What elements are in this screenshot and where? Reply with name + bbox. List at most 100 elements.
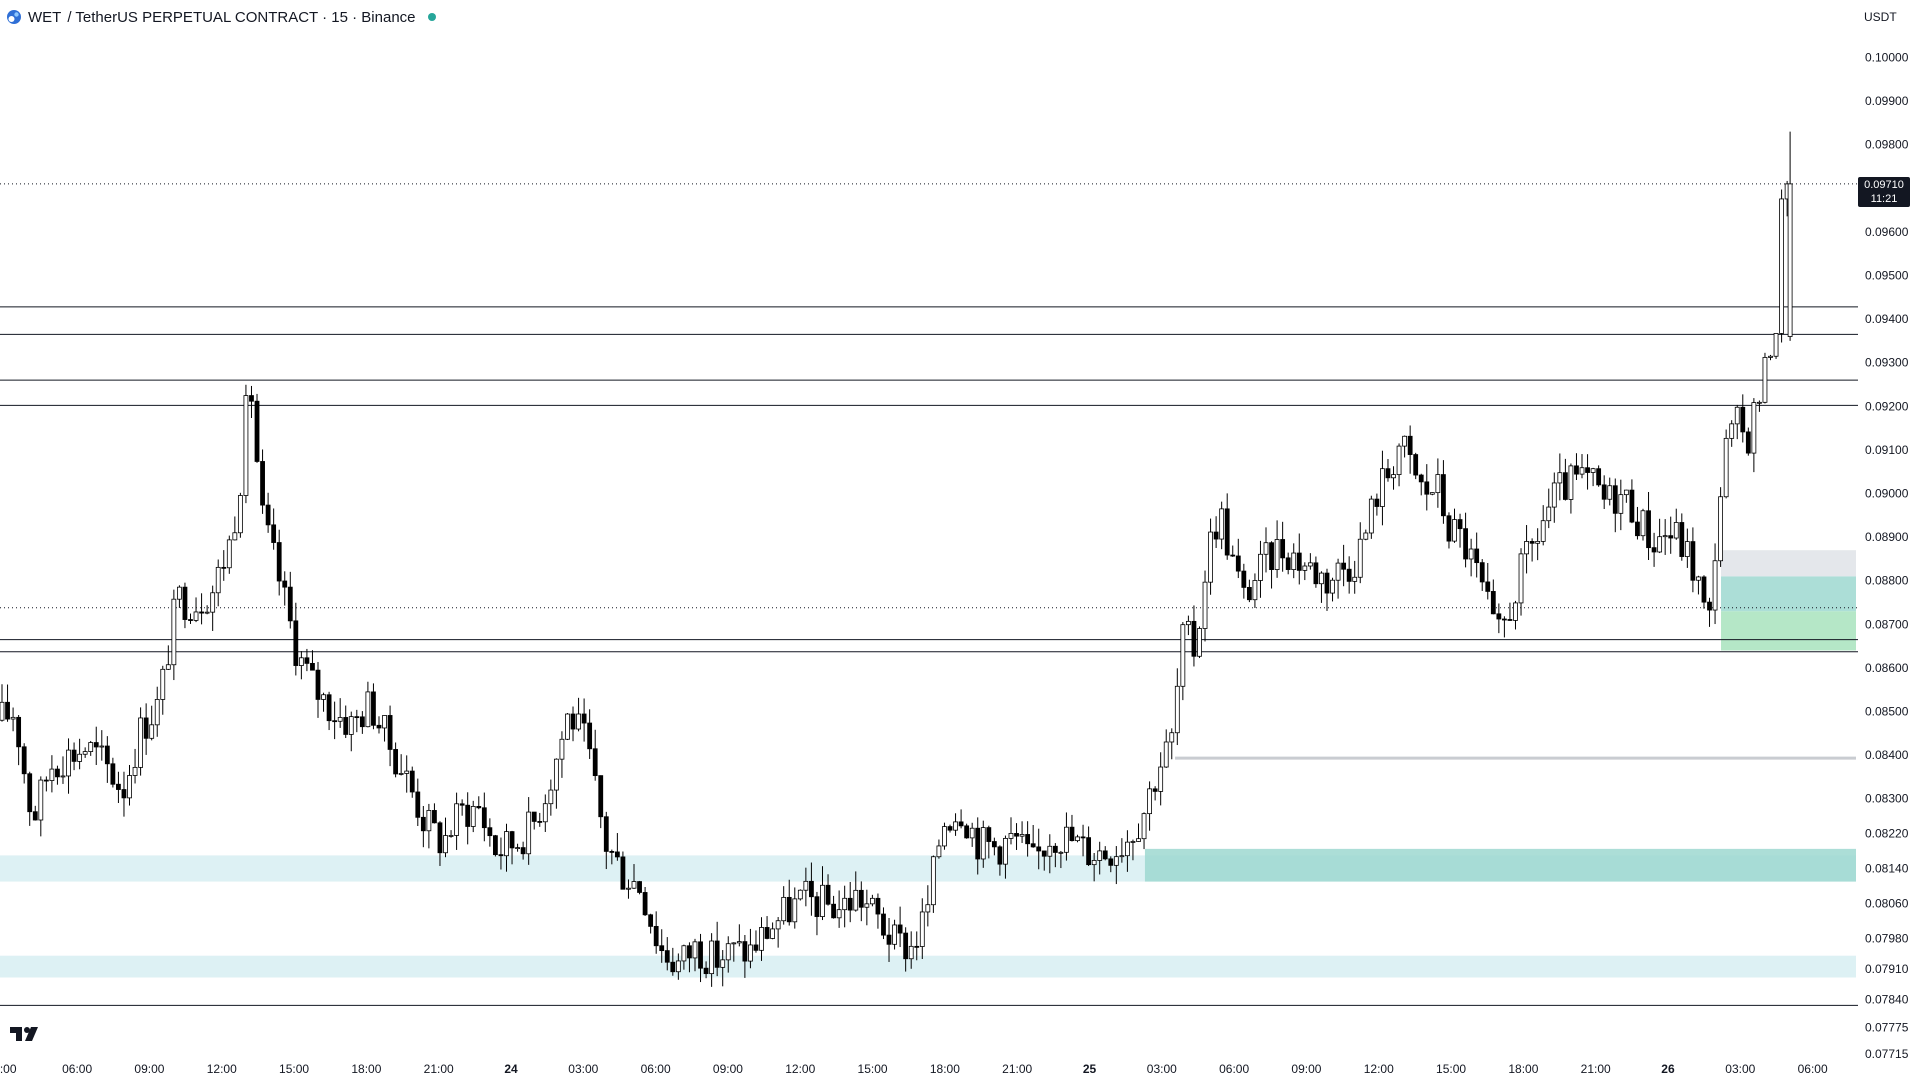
candle-body [736,941,742,944]
symbol-description: / TetherUS PERPETUAL CONTRACT · 15 · Bin… [67,8,416,26]
candle-body [1446,515,1452,542]
candle-body [1130,841,1136,843]
price-tick-label: 0.07775 [1865,1021,1909,1035]
zone-5 [1721,550,1856,577]
candle-body [897,924,903,934]
candle-body [409,770,415,793]
candle-body [526,811,532,855]
candle-body [243,395,249,496]
price-tick-label: 0.08600 [1865,661,1909,675]
candle-body [1330,579,1335,594]
candle-body [154,699,160,726]
candle-body [1435,474,1441,494]
price-tick-label: 0.08900 [1865,530,1909,544]
candle-body [1091,860,1097,866]
candle-body [276,542,282,582]
time-tick-label: 18:00 [1508,1062,1538,1076]
candle-body [326,694,332,722]
candle-body [975,827,981,860]
candle-body [592,748,598,777]
candles-layer [0,131,1793,987]
candle-body [66,749,71,777]
candle-body [443,835,448,854]
time-tick-label: 09:00 [713,1062,743,1076]
candle-body [930,856,936,906]
candle-body [1324,572,1330,594]
candle-body [1673,522,1679,539]
price-tick-label: 0.09400 [1865,312,1909,326]
time-tick-label: 21:00 [1002,1062,1032,1076]
candle-body [1787,183,1793,337]
candle-body [809,880,814,898]
candle-body [1341,562,1347,570]
time-tick-label: 03:00 [568,1062,598,1076]
candle-body [703,967,709,975]
candle-body [77,753,83,762]
candle-body [1064,826,1069,853]
candle-body [481,807,487,829]
symbol-name[interactable]: WET [28,8,62,26]
candle-body [1141,813,1147,840]
candle-body [1030,843,1036,848]
candle-body [1307,562,1313,567]
candle-body [177,586,182,600]
price-tick-label: 0.08500 [1865,705,1909,719]
candle-body [1773,333,1779,357]
candle-body [1690,541,1696,581]
candle-body [171,598,177,666]
candle-body [1008,833,1014,839]
candle-body [165,664,171,670]
candle-body [792,898,798,923]
candle-body [38,779,44,821]
candle-body [609,851,615,853]
candle-body [1424,481,1430,495]
candle-body [127,775,132,799]
candle-body [1025,834,1031,845]
candle-body [1740,406,1746,433]
candle-body [1014,833,1019,837]
candle-body [936,845,942,858]
candle-body [193,611,199,621]
candle-body [515,847,520,850]
candle-body [393,749,399,775]
last-price-value: 0.09710 [1864,178,1904,191]
candle-body [265,504,271,526]
candle-body [1047,845,1053,857]
time-tick-label: 21:00 [424,1062,454,1076]
candle-body [132,766,138,776]
time-tick-label: 03:00 [1147,1062,1177,1076]
candle-body [1618,494,1624,514]
candle-body [942,826,947,847]
candle-body [864,903,870,908]
candle-body [559,738,565,760]
candle-body [437,822,443,854]
candle-body [637,881,642,893]
candle-body [675,960,681,973]
candle-body [1385,468,1391,479]
candle-body [820,884,825,917]
candle-body [282,580,288,588]
candle-body [892,924,897,945]
candle-body [1757,401,1762,404]
candle-body [160,668,166,700]
candle-body [1069,826,1075,842]
zone-2 [1144,848,1856,882]
time-axis: 3:00 06:00 09:00 12:00 15:00 18:00 21:00 24 03:0… [0,1062,1828,1076]
candle-body [831,903,836,919]
candle-body [1374,498,1380,507]
candle-body [1551,482,1557,508]
candle-body [548,789,554,805]
candle-body [1707,601,1712,611]
tradingview-logo-icon[interactable] [10,1026,44,1042]
candle-body [986,827,992,842]
price-tick-label: 0.09600 [1865,225,1909,239]
candle-body [997,846,1003,865]
candle-body [337,717,343,722]
candle-body [1191,620,1197,657]
candle-body [470,806,476,827]
candle-body [714,940,720,968]
axis-currency-label[interactable]: USDT [1864,10,1897,24]
candle-body [1208,531,1213,583]
candle-body [570,713,576,730]
